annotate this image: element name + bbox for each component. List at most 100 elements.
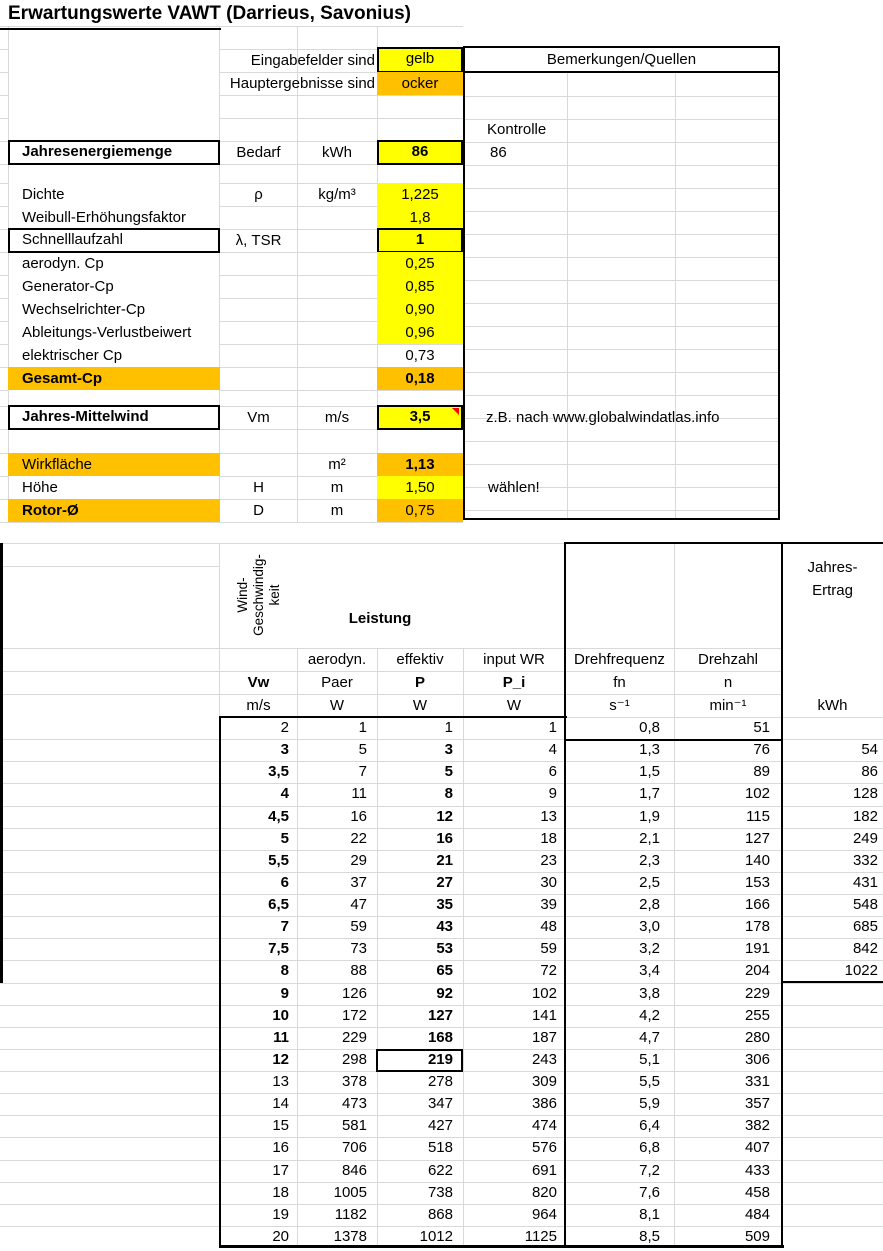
cell-vw[interactable]: 20 bbox=[272, 1227, 289, 1245]
cell-kwh[interactable] bbox=[782, 1028, 883, 1049]
cell-pi[interactable]: 691 bbox=[531, 1161, 557, 1179]
cell-p[interactable]: 1012 bbox=[419, 1227, 453, 1245]
cell-fn[interactable]: 3,2 bbox=[639, 940, 660, 958]
cell-n[interactable]: 191 bbox=[744, 940, 770, 958]
cell-n[interactable]: 331 bbox=[744, 1073, 770, 1090]
cell-paer[interactable]: 47 bbox=[350, 896, 367, 913]
cell-pi[interactable]: 48 bbox=[540, 918, 557, 936]
cell-kwh[interactable] bbox=[782, 1138, 883, 1159]
cell-kwh[interactable]: 548 bbox=[852, 896, 878, 913]
cell-paer[interactable]: 5 bbox=[358, 741, 367, 759]
cell-p[interactable]: 5 bbox=[444, 763, 453, 781]
cell-fn[interactable]: 8,1 bbox=[639, 1205, 660, 1223]
cell-fn[interactable]: 2,1 bbox=[639, 829, 660, 847]
cell-n[interactable]: 102 bbox=[744, 785, 770, 803]
cell-kwh[interactable] bbox=[782, 1205, 883, 1226]
param-value-cell[interactable]: 0,85 bbox=[377, 275, 463, 298]
cell-paer[interactable]: 1 bbox=[358, 719, 367, 736]
cell-pi[interactable]: 474 bbox=[531, 1117, 557, 1135]
cell-vw[interactable]: 11 bbox=[273, 1028, 289, 1046]
cell-fn[interactable]: 5,1 bbox=[639, 1050, 660, 1068]
cell-paer[interactable]: 1005 bbox=[333, 1183, 367, 1201]
cell-vw[interactable]: 14 bbox=[272, 1095, 289, 1113]
cell-n[interactable]: 115 bbox=[746, 807, 770, 825]
cell-kwh[interactable]: 249 bbox=[852, 829, 878, 847]
cell-kwh[interactable] bbox=[782, 1050, 883, 1071]
param-value-cell[interactable]: 1,50 bbox=[377, 476, 463, 499]
cell-paer[interactable]: 11 bbox=[351, 785, 367, 803]
cell-pi[interactable]: 4 bbox=[548, 741, 557, 759]
cell-vw[interactable]: 17 bbox=[272, 1161, 289, 1179]
cell-vw[interactable]: 15 bbox=[272, 1117, 289, 1135]
cell-pi[interactable]: 1 bbox=[548, 719, 557, 736]
cell-p[interactable]: 1 bbox=[444, 719, 453, 736]
cell-n[interactable]: 229 bbox=[744, 984, 770, 1002]
cell-kwh[interactable]: 842 bbox=[852, 940, 878, 958]
cell-kwh[interactable] bbox=[782, 1094, 883, 1115]
cell-p[interactable]: 278 bbox=[427, 1073, 453, 1090]
cell-fn[interactable]: 4,2 bbox=[639, 1006, 660, 1024]
cell-paer[interactable]: 37 bbox=[350, 873, 367, 891]
cell-vw[interactable]: 19 bbox=[272, 1205, 289, 1223]
cell-n[interactable]: 306 bbox=[744, 1050, 770, 1068]
cell-p[interactable]: 16 bbox=[436, 829, 453, 847]
cell-n[interactable]: 127 bbox=[744, 829, 770, 847]
cell-n[interactable]: 76 bbox=[753, 741, 770, 759]
cell-paer[interactable]: 378 bbox=[341, 1073, 367, 1090]
param-value-cell[interactable]: 0,90 bbox=[377, 298, 463, 321]
cell-kwh[interactable]: 431 bbox=[852, 873, 878, 891]
cell-pi[interactable]: 187 bbox=[531, 1028, 557, 1046]
cell-fn[interactable]: 3,4 bbox=[639, 962, 660, 980]
param-value-cell[interactable]: 1,225 bbox=[377, 183, 463, 206]
cell-paer[interactable]: 298 bbox=[341, 1050, 367, 1068]
cell-pi[interactable]: 9 bbox=[548, 785, 557, 803]
cell-vw[interactable]: 12 bbox=[272, 1050, 289, 1068]
cell-kwh[interactable]: 128 bbox=[852, 785, 878, 803]
cell-pi[interactable]: 23 bbox=[540, 851, 557, 869]
cell-fn[interactable]: 5,5 bbox=[639, 1073, 660, 1090]
cell-paer[interactable]: 1378 bbox=[333, 1227, 367, 1245]
cell-paer[interactable]: 706 bbox=[341, 1139, 367, 1157]
height-note-cell[interactable]: wählen! bbox=[488, 479, 540, 496]
cell-n[interactable]: 484 bbox=[744, 1205, 770, 1223]
cell-pi[interactable]: 18 bbox=[540, 829, 557, 847]
cell-kwh[interactable]: 182 bbox=[852, 807, 878, 825]
cell-paer[interactable]: 59 bbox=[350, 918, 367, 936]
cell-p[interactable]: 219 bbox=[427, 1050, 453, 1068]
param-value-cell[interactable]: 0,25 bbox=[377, 252, 463, 275]
cell-p[interactable]: 127 bbox=[427, 1006, 453, 1024]
cell-n[interactable]: 280 bbox=[744, 1028, 770, 1046]
cell-n[interactable]: 407 bbox=[744, 1139, 770, 1157]
cell-pi[interactable]: 30 bbox=[540, 873, 557, 891]
cell-kwh[interactable]: 86 bbox=[861, 763, 878, 781]
cell-fn[interactable]: 0,8 bbox=[639, 719, 660, 736]
cell-paer[interactable]: 16 bbox=[350, 807, 367, 825]
cell-vw[interactable]: 13 bbox=[272, 1073, 289, 1090]
cell-fn[interactable]: 2,3 bbox=[639, 851, 660, 869]
cell-p[interactable]: 738 bbox=[427, 1183, 453, 1201]
cell-fn[interactable]: 1,5 bbox=[639, 763, 660, 781]
cell-pi[interactable]: 309 bbox=[531, 1073, 557, 1090]
cell-fn[interactable]: 7,2 bbox=[639, 1161, 660, 1179]
cell-p[interactable]: 21 bbox=[436, 851, 453, 869]
cell-vw[interactable]: 6 bbox=[280, 873, 289, 891]
cell-pi[interactable]: 386 bbox=[531, 1095, 557, 1113]
legend-input-value-cell[interactable]: gelb bbox=[377, 47, 463, 73]
cell-pi[interactable]: 102 bbox=[531, 984, 557, 1002]
param-value-cell[interactable]: 0,18 bbox=[377, 367, 463, 390]
cell-kwh[interactable] bbox=[782, 1183, 883, 1204]
cell-p[interactable]: 53 bbox=[436, 940, 453, 958]
cell-kwh[interactable] bbox=[782, 984, 883, 1005]
cell-paer[interactable]: 29 bbox=[350, 851, 367, 869]
cell-p[interactable]: 12 bbox=[436, 807, 453, 825]
cell-pi[interactable]: 59 bbox=[540, 940, 557, 958]
cell-kwh[interactable] bbox=[782, 1006, 883, 1027]
cell-n[interactable]: 166 bbox=[744, 896, 770, 913]
wind-source-note-cell[interactable]: z.B. nach www.globalwindatlas.info bbox=[486, 409, 720, 426]
cell-vw[interactable]: 5 bbox=[280, 829, 289, 847]
cell-pi[interactable]: 39 bbox=[540, 896, 557, 913]
cell-pi[interactable]: 243 bbox=[531, 1050, 557, 1068]
cell-n[interactable]: 458 bbox=[744, 1183, 770, 1201]
cell-paer[interactable]: 229 bbox=[341, 1028, 367, 1046]
cell-n[interactable]: 357 bbox=[744, 1095, 770, 1113]
